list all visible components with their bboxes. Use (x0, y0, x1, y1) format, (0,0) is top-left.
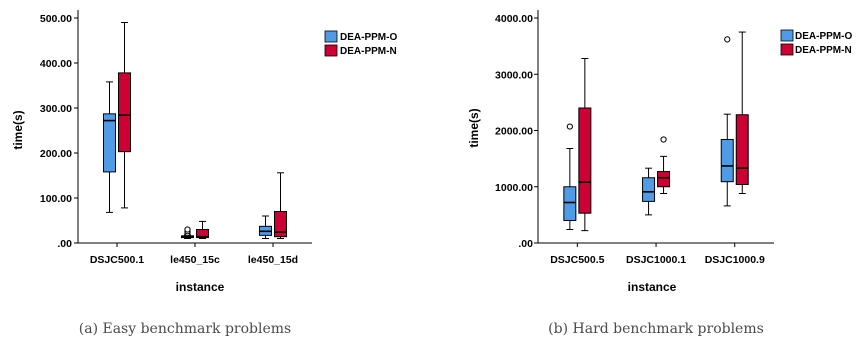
legend-label-n: DEA-PPM-N (795, 45, 852, 56)
caption: (b) Hard benchmark problems (548, 321, 764, 337)
box-body (657, 171, 671, 188)
y-tick-label: 500.00 (40, 13, 72, 25)
box-body (118, 72, 131, 153)
box-o (259, 215, 272, 239)
box-o (642, 167, 656, 216)
outlier-point (566, 123, 573, 130)
x-tick-label: le450_15d (248, 254, 298, 266)
y-tick-label: 100.00 (40, 193, 72, 205)
plot-marks: .00 1000.00 2000.00 3000.00 4000.00 DSJC500.5… (495, 10, 774, 266)
legend-label-o: DEA-PPM-O (340, 32, 397, 43)
legend: DEA-PPM-O DEA-PPM-N (324, 30, 397, 57)
x-axis-title: instance (628, 280, 677, 294)
legend: DEA-PPM-O DEA-PPM-N (780, 29, 852, 56)
y-axis-title: time(s) (467, 108, 481, 147)
box-body (103, 113, 116, 173)
box-body (735, 114, 749, 185)
chart-panel-easy: time(s) instance .00 100.00 200.00 300.00 40… (11, 10, 397, 337)
legend-swatch-o (780, 29, 794, 42)
box-n (735, 31, 749, 194)
box-body (642, 177, 656, 202)
box-body (196, 229, 209, 239)
y-tick-label: 4000.00 (495, 13, 533, 25)
x-tick-label: DSJC1000.1 (626, 254, 686, 266)
y-tick-label: 400.00 (40, 58, 72, 70)
caption: (a) Easy benchmark problems (79, 321, 291, 337)
box-o (720, 36, 734, 207)
y-tick-label: .00 (57, 238, 72, 250)
x-tick-label: DSJC1000.9 (705, 254, 765, 266)
box-n (274, 172, 287, 239)
box-o (103, 81, 116, 213)
box-n (118, 22, 131, 209)
x-tick-label: le450_15c (170, 254, 220, 266)
box-body (274, 211, 287, 238)
chart-panel-hard: time(s) instance .00 1000.00 2000.00 3000.0… (467, 10, 852, 337)
legend-label-o: DEA-PPM-O (795, 31, 852, 42)
y-tick-label: 1000.00 (495, 182, 533, 194)
outlier-point (724, 36, 731, 43)
x-axis-title: instance (176, 280, 225, 294)
y-axis-title: time(s) (11, 110, 25, 149)
y-tick-label: 200.00 (40, 148, 72, 160)
legend-swatch-o (324, 30, 338, 43)
box-body (720, 139, 734, 183)
box-o (563, 123, 577, 230)
x-tick-label: DSJC500.5 (550, 254, 604, 266)
box-n (196, 220, 209, 239)
legend-swatch-n (780, 43, 794, 56)
outlier-point (660, 136, 667, 143)
box-body (563, 186, 577, 221)
plot-marks: .00 100.00 200.00 300.00 400.00 500.00 DSJC500… (40, 10, 312, 266)
y-tick-label: 300.00 (40, 103, 72, 115)
legend-swatch-n (324, 44, 338, 57)
x-tick-label: DSJC500.1 (90, 254, 144, 266)
box-n (657, 136, 671, 194)
y-tick-label: .00 (518, 238, 533, 250)
outlier-point (184, 226, 191, 233)
legend-label-n: DEA-PPM-N (340, 46, 397, 57)
box-body (578, 107, 592, 214)
box-n (578, 58, 592, 232)
box-o (181, 226, 194, 239)
y-tick-label: 3000.00 (495, 69, 533, 81)
y-tick-label: 2000.00 (495, 126, 533, 138)
